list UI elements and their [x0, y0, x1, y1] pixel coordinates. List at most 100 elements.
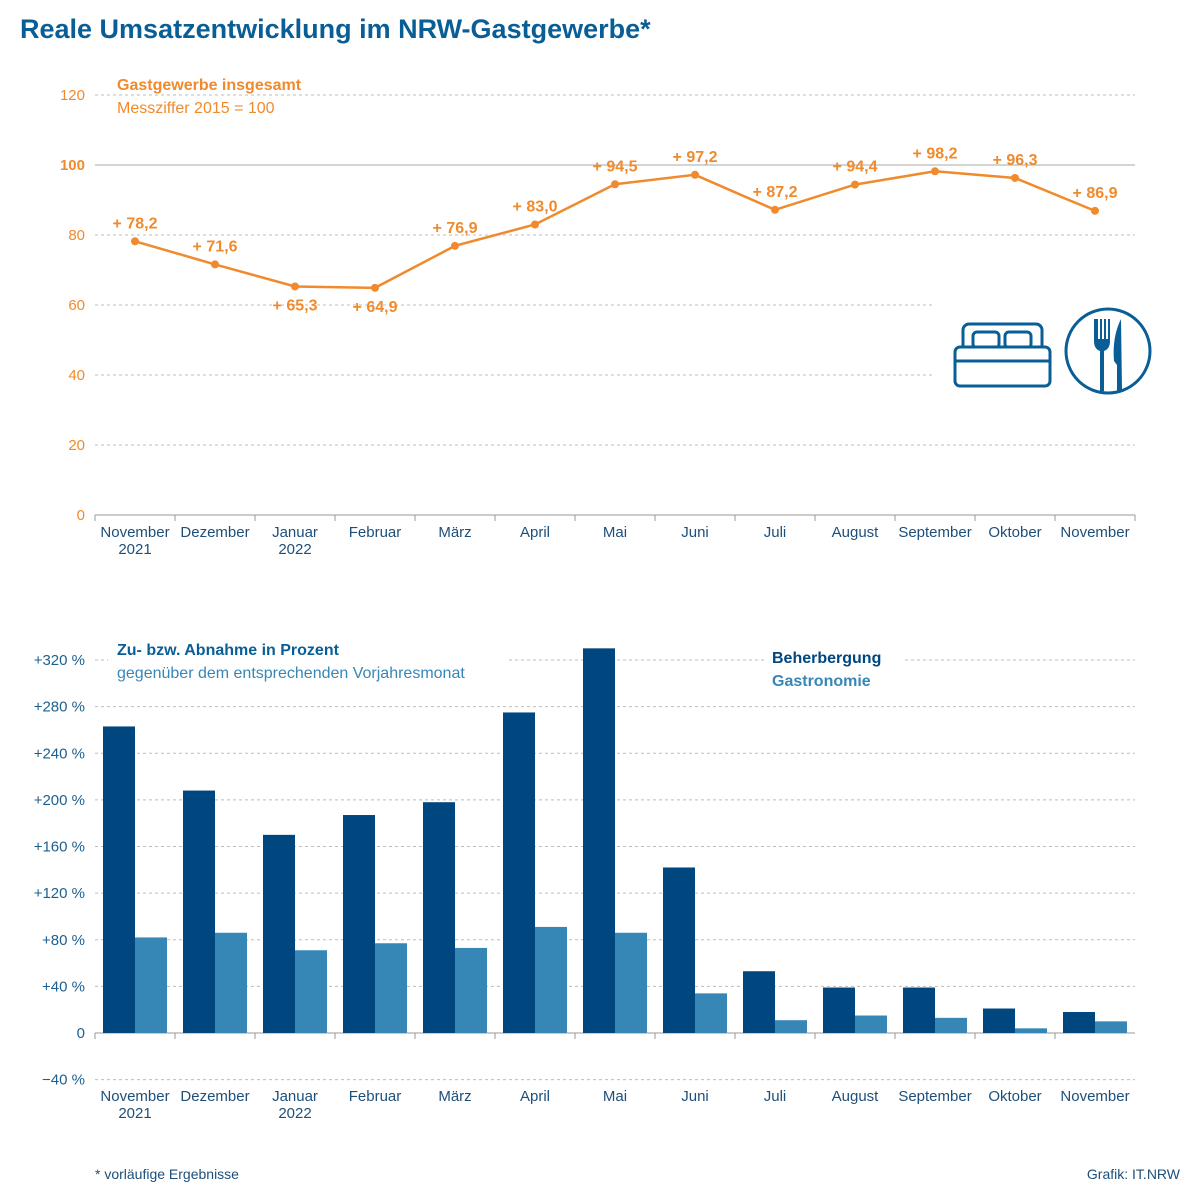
data-label: + 86,9	[1073, 185, 1118, 202]
data-label: + 83,0	[513, 199, 558, 216]
x-tick-label: April	[520, 1088, 550, 1105]
x-tick-label: Juli	[764, 1088, 787, 1105]
plate	[1064, 307, 1152, 395]
y-tick-label: 40	[68, 367, 85, 384]
bar-gastronomie	[615, 932, 647, 1033]
bar-beherbergung	[183, 790, 215, 1033]
y-tick-label: +160 %	[34, 839, 85, 856]
x-tick-label: Februar	[349, 524, 402, 541]
y-tick-label: 60	[68, 297, 85, 314]
bar-gastronomie	[1015, 1028, 1047, 1033]
bar-gastronomie	[455, 947, 487, 1033]
data-point	[131, 237, 139, 246]
bar-beherbergung	[983, 1008, 1015, 1033]
bar-beherbergung	[343, 815, 375, 1033]
bar-gastronomie	[135, 937, 167, 1033]
line-chart-title: Gastgewerbe insgesamt	[117, 77, 302, 94]
data-point	[1091, 206, 1099, 215]
data-label: + 64,9	[353, 299, 398, 316]
data-label: + 78,2	[113, 215, 158, 232]
x-tick-label: Januar	[272, 524, 318, 541]
x-tick-label: Juni	[681, 524, 709, 541]
x-tick-label: 2022	[278, 541, 311, 558]
data-point	[451, 241, 459, 250]
data-point	[291, 282, 299, 291]
fork	[1094, 319, 1110, 391]
data-label: + 96,3	[993, 152, 1038, 169]
bar-beherbergung	[423, 802, 455, 1033]
x-tick-label: Juni	[681, 1088, 709, 1105]
y-tick-label: 120	[60, 87, 85, 104]
y-tick-label: 0	[77, 507, 85, 524]
data-label: + 97,2	[673, 149, 718, 166]
bar-gastronomie	[695, 993, 727, 1033]
y-tick-label: +80 %	[42, 932, 85, 949]
bar-gastronomie	[535, 926, 567, 1033]
x-tick-label: Oktober	[988, 1088, 1041, 1105]
x-tick-label: Mai	[603, 524, 627, 541]
y-tick-label: +280 %	[34, 699, 85, 716]
bar-beherbergung	[823, 987, 855, 1033]
data-label: + 65,3	[273, 297, 318, 314]
bar-gastronomie	[855, 1015, 887, 1033]
x-tick-label: November	[100, 524, 169, 541]
x-tick-label: Mai	[603, 1088, 627, 1105]
bar-beherbergung	[663, 867, 695, 1033]
bar-beherbergung	[1063, 1012, 1095, 1033]
x-tick-label: Juli	[764, 524, 787, 541]
data-point	[851, 180, 859, 189]
bed-icon	[953, 322, 1052, 388]
x-tick-label: 2022	[278, 1105, 311, 1122]
x-tick-label: Februar	[349, 1088, 402, 1105]
x-tick-label: November	[100, 1088, 169, 1105]
x-tick-label: August	[832, 524, 880, 541]
x-tick-label: August	[832, 1088, 880, 1105]
bar-beherbergung	[743, 971, 775, 1033]
x-tick-label: November	[1060, 524, 1129, 541]
data-label: + 76,9	[433, 220, 478, 237]
data-label: + 71,6	[193, 238, 238, 255]
bar-gastronomie	[775, 1020, 807, 1033]
y-tick-label: +40 %	[42, 978, 85, 995]
data-point	[371, 283, 379, 292]
footnote: * vorläufige Ergebnisse	[95, 1166, 239, 1182]
bar-beherbergung	[263, 834, 295, 1033]
x-tick-label: 2021	[118, 1105, 151, 1122]
chart-title: Reale Umsatzentwicklung im NRW-Gastgewer…	[20, 14, 651, 44]
x-tick-label: September	[898, 1088, 971, 1105]
x-tick-label: Dezember	[180, 524, 249, 541]
y-tick-label: 100	[60, 157, 85, 174]
y-tick-label: 20	[68, 437, 85, 454]
x-tick-label: März	[438, 1088, 471, 1105]
bar-gastronomie	[375, 943, 407, 1033]
bar-gastronomie	[295, 950, 327, 1033]
data-point	[691, 170, 699, 179]
data-point	[531, 220, 539, 229]
x-tick-label: Oktober	[988, 524, 1041, 541]
bar-beherbergung	[503, 712, 535, 1033]
y-tick-label: 80	[68, 227, 85, 244]
x-tick-label: März	[438, 524, 471, 541]
bar-beherbergung	[103, 726, 135, 1033]
x-tick-label: September	[898, 524, 971, 541]
x-tick-label: Januar	[272, 1088, 318, 1105]
y-tick-label: +120 %	[34, 885, 85, 902]
data-point	[611, 180, 619, 189]
x-tick-label: April	[520, 524, 550, 541]
bar-gastronomie	[1095, 1021, 1127, 1033]
bar-chart-subtitle: gegenüber dem entsprechenden Vorjahresmo…	[117, 665, 465, 682]
bar-beherbergung	[583, 648, 615, 1033]
legend-backdrop	[765, 640, 905, 695]
cutlery-icon	[1064, 307, 1152, 395]
x-tick-label: November	[1060, 1088, 1129, 1105]
bed-mattress	[953, 345, 1052, 388]
data-point	[1011, 173, 1019, 182]
title-backdrop	[108, 636, 508, 686]
y-tick-label: +240 %	[34, 745, 85, 762]
x-tick-label: Dezember	[180, 1088, 249, 1105]
y-tick-label: −40 %	[42, 1072, 85, 1089]
data-point	[211, 260, 219, 269]
line-chart-subtitle: Messziffer 2015 = 100	[117, 100, 275, 117]
data-point	[771, 205, 779, 214]
